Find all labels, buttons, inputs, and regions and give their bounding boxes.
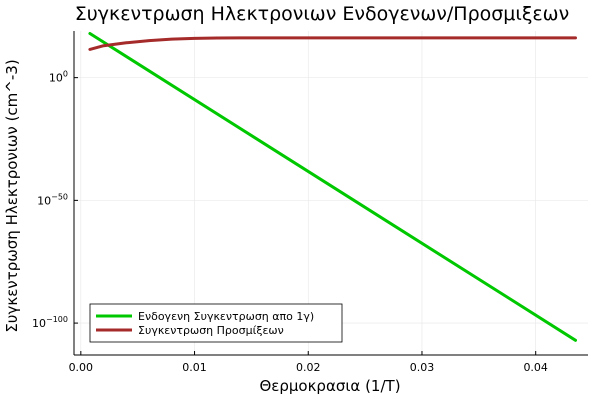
x-tick-label: 0.04 [523, 361, 548, 374]
chart-title: Συγκεντρωση Ηλεκτρονιων Ενδογενων/Προσμι… [75, 3, 569, 25]
legend-label: Ενδογενη Συγκεντρωση απο 1γ) [138, 310, 314, 323]
legend-box [89, 303, 343, 343]
x-axis-label: Θερμοκρασια (1/T) [259, 377, 400, 395]
x-tick-label: 0.02 [296, 361, 321, 374]
ticks: 0.00 0.01 0.02 0.03 0.04 100 10−50 10−100 [32, 70, 548, 374]
y-tick-label: 10−50 [37, 192, 68, 207]
axes [73, 31, 588, 356]
series-line [88, 32, 577, 342]
series-group [88, 32, 577, 342]
x-tick-label: 0.00 [69, 361, 94, 374]
x-tick-label: 0.01 [182, 361, 207, 374]
legend-label: Συγκεντρωση Προσμίξεων [138, 324, 284, 337]
y-tick-label: 10−100 [32, 315, 68, 330]
legend: Ενδογενη Συγκεντρωση απο 1γ)Συγκεντρωση … [89, 303, 343, 343]
series-line [88, 36, 577, 51]
y-axis-label: Συγκεντρωση Ηλεκτρονιων (cm^-3) [3, 59, 21, 332]
y-tick-label: 100 [49, 70, 68, 85]
x-tick-label: 0.03 [410, 361, 435, 374]
